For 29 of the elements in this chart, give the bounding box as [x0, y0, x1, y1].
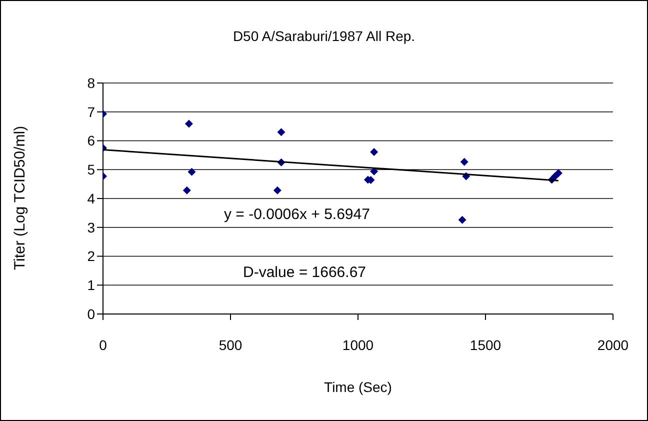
annotation: y = -0.0006x + 5.6947: [224, 206, 370, 223]
annotation: D-value = 1666.67: [243, 264, 366, 281]
point: [370, 167, 378, 176]
y-tick-label: 6: [87, 132, 96, 149]
point: [370, 148, 378, 156]
y-tick-label: 4: [87, 190, 96, 206]
y-tick-label: 0: [87, 306, 96, 322]
y-tick-label: 1: [87, 277, 96, 294]
point: [277, 128, 286, 136]
point: [458, 216, 466, 224]
point: [184, 120, 193, 128]
point: [273, 186, 282, 194]
x-tick-label: 1500: [470, 336, 502, 353]
x-tick-label: 0: [99, 336, 108, 353]
y-tick-label: 7: [87, 104, 96, 120]
x-tick-label: 1000: [342, 336, 374, 353]
y-tick-label: 2: [87, 248, 96, 264]
point: [460, 158, 468, 166]
y-tick-label: 8: [87, 74, 96, 91]
y-tick-label: 5: [87, 162, 96, 178]
x-tick-label: 2000: [597, 336, 629, 353]
x-axis-title: Time (Sec): [324, 379, 392, 395]
y-axis-title: Titer (Log TCID50/ml): [12, 126, 28, 270]
point: [188, 168, 196, 176]
y-tick-label: 3: [87, 219, 96, 236]
point: [182, 186, 191, 194]
x-tick-label: 500: [218, 336, 242, 353]
point: [554, 169, 562, 178]
chart-title: D50 A/Saraburi/1987 All Rep.: [232, 28, 416, 44]
